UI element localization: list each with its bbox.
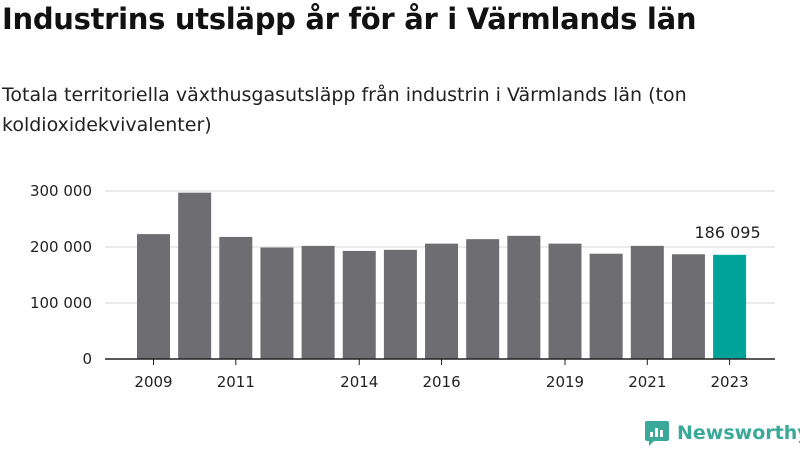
highlight-value-label: 186 095 — [695, 223, 761, 242]
x-tick-label: 2016 — [422, 373, 460, 391]
y-tick-label: 0 — [82, 350, 92, 368]
bar — [466, 239, 500, 359]
bar — [301, 245, 335, 359]
x-tick-label: 2023 — [711, 373, 749, 391]
chart-title: Industrins utsläpp år för år i Värmlands… — [2, 2, 697, 36]
bar — [589, 253, 623, 359]
y-tick-label: 300 000 — [30, 182, 92, 200]
bar — [548, 243, 582, 359]
bar — [219, 236, 253, 359]
bar — [178, 192, 212, 359]
annotations: 186 095 — [695, 223, 761, 242]
bar — [630, 245, 664, 359]
x-tick-label: 2009 — [134, 373, 172, 391]
y-axis-ticks: 0 100 000 200 000 300 000 — [30, 182, 92, 368]
bar — [507, 235, 541, 359]
brand: Newsworthy — [644, 418, 800, 448]
bars — [137, 192, 747, 359]
bar — [425, 243, 459, 359]
bar — [671, 254, 705, 359]
bar — [342, 250, 376, 359]
bar — [137, 234, 170, 359]
chart-subtitle: Totala territoriella växthusgasutsläpp f… — [2, 84, 687, 136]
bar — [383, 249, 417, 359]
x-tick-label: 2014 — [340, 373, 378, 391]
x-tick-label: 2011 — [217, 373, 255, 391]
bar-highlight — [713, 254, 747, 359]
y-tick-label: 100 000 — [30, 294, 92, 312]
y-tick-label: 200 000 — [30, 238, 92, 256]
bar — [260, 247, 294, 359]
x-tick-label: 2019 — [546, 373, 584, 391]
brand-name: Newsworthy — [677, 422, 800, 444]
x-axis-ticks: 2009 2011 2014 2016 2019 2021 2023 — [134, 359, 749, 391]
newsworthy-logo-icon — [645, 421, 669, 446]
x-tick-label: 2021 — [628, 373, 666, 391]
